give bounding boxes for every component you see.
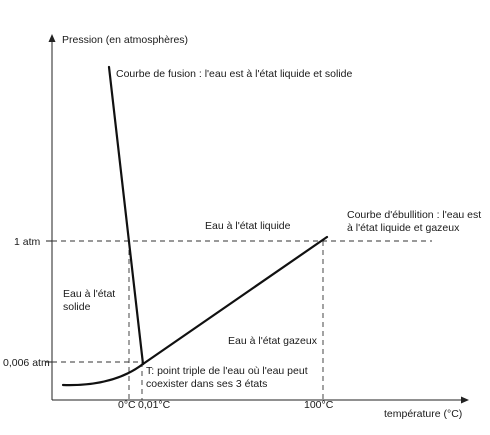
x-tick-label-001c: 0,01°C bbox=[138, 399, 171, 411]
x-tick-label-0c: 0°C bbox=[118, 399, 136, 411]
y-tick-label-1atm: 1 atm bbox=[14, 236, 41, 248]
region-solid-label-line2: solide bbox=[63, 301, 91, 313]
x-axis-label: température (°C) bbox=[384, 408, 462, 420]
triple-point-annotation-line1: T: point triple de l'eau où l'eau peut bbox=[146, 365, 308, 377]
x-tick-label-100c: 100°C bbox=[304, 399, 334, 411]
sublimation-curve bbox=[61, 362, 145, 387]
region-solid-label-line1: Eau à l'état bbox=[63, 288, 115, 300]
boiling-curve-annotation-line2: à l'état liquide et gazeux bbox=[347, 222, 460, 234]
boiling-curve-annotation-line1: Courbe d'ébullition : l'eau est bbox=[347, 209, 481, 221]
y-axis-arrow-icon bbox=[48, 34, 56, 42]
boiling-curve bbox=[141, 235, 329, 366]
x-axis-arrow-icon bbox=[461, 396, 469, 404]
triple-point-annotation-line2: coexister dans ses 3 états bbox=[146, 378, 267, 390]
fusion-curve-annotation: Courbe de fusion : l'eau est à l'état li… bbox=[116, 68, 352, 80]
y-tick-label-0006atm: 0,006 atm bbox=[3, 357, 50, 369]
fusion-curve bbox=[107, 65, 145, 366]
region-gas-label: Eau à l'état gazeux bbox=[228, 335, 318, 347]
y-axis-label: Pression (en atmosphères) bbox=[62, 34, 188, 46]
region-liquid-label: Eau à l'état liquide bbox=[205, 220, 291, 232]
